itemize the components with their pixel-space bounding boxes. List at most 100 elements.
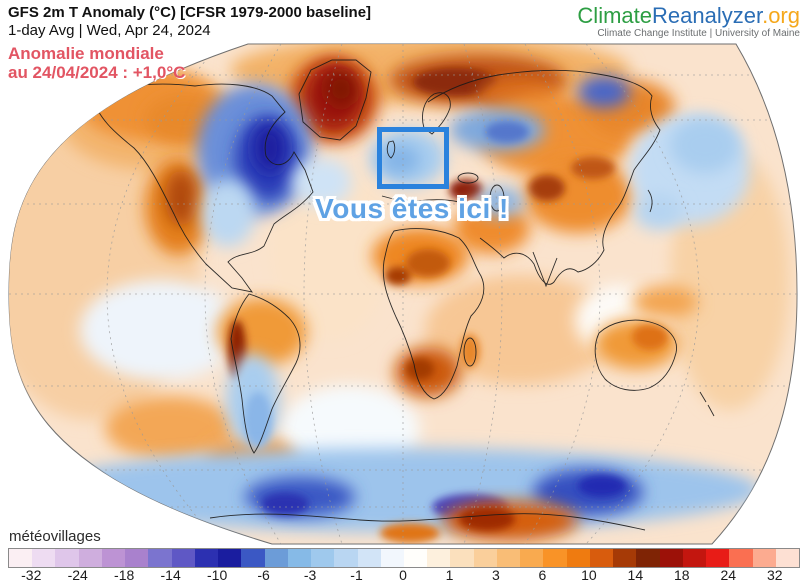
colorbar-tick-label: 3 [492,567,500,582]
anomaly-china-dark [529,175,565,201]
coast-south-america [230,293,301,454]
colorbar-cell [427,549,451,567]
colorbar-cell [334,549,358,567]
coast-black-sea [457,172,479,184]
coast-india [532,251,558,288]
meridian-line [585,44,700,544]
colorbar [8,548,800,568]
anomaly-spacific-orange [105,396,235,460]
anomaly-turkey-dark [449,179,483,201]
anomaly-antarctica-core [459,507,515,531]
global-anomaly-line2: au 24/04/2024 : +1,0°C [8,63,186,82]
anomaly-australia-core [632,324,668,350]
colorbar-cell [148,549,172,567]
colorbar-cell [78,549,102,567]
brand-watermark: météovillages [9,528,101,545]
meridian-line [303,44,343,544]
colorbar-cell [543,549,567,567]
anomaly-mongolia-dark [571,157,615,179]
annotation-label: Vous êtes ici ! [315,193,509,224]
colorbar-cell [450,549,474,567]
anomaly-japan-east-blue [634,194,682,230]
colorbar-cell [752,549,776,567]
colorbar-cell [380,549,404,567]
anomaly-argentina-core [244,392,272,448]
anomaly-field [9,44,790,543]
colorbar-cell [241,549,265,567]
coast-british-isles [386,140,396,159]
colorbar-tick-label: -6 [257,567,270,582]
colorbar-cell [264,549,288,567]
coast-australia [594,319,677,391]
coast-mediterranean [381,195,479,209]
colorbar-tick-label: 24 [720,567,737,582]
anomaly-newguinea [632,286,698,318]
colorbar-tick-label: 0 [399,567,407,582]
anomaly-safrica-core [406,358,434,380]
logo-org: .org [762,3,800,28]
anomaly-nepacific-blue2 [670,117,740,173]
colorbar-cell [403,549,428,567]
anomaly-wsiberia-core [485,121,529,143]
colorbar-tick-label: -14 [160,567,181,582]
coastlines [91,59,715,531]
meridian-line [524,44,601,544]
anomaly-antarctica-orange2 [380,523,440,543]
colorbar-cell [171,549,195,567]
meridian-line [106,44,221,544]
coast-antarctica [209,513,646,531]
anomaly-sahara-dark [406,249,450,277]
colorbar-tick-label: -1 [350,567,363,582]
colorbar-tick-label: -3 [303,567,317,582]
colorbar-tick-label: 1 [445,567,454,582]
coast-eurasia [427,69,661,285]
colorbar-cell [589,549,614,567]
meridian-line [204,44,282,544]
global-anomaly-line1: Anomalie mondiale [8,44,164,63]
anomaly-greenland-core [326,72,356,106]
coast-japan [647,189,653,213]
map-title: GFS 2m T Anomaly (°C) [CFSR 1979-2000 ba… [8,4,372,21]
anomaly-natlantic-blue [292,158,352,206]
colorbar-labels: -32 -24 -18 -14 -10 -6 -3 -1 0 1 3 6 10 14 18 24 32 [8,567,798,582]
anomaly-west-us-core [165,170,197,226]
colorbar-cell [125,549,149,567]
coast-greenland [298,59,372,141]
logo-reanalyzer: Reanalyzer [652,3,763,28]
colorbar-cell [566,549,590,567]
colorbar-cell [9,549,33,567]
colorbar-tick-label: 6 [538,567,547,582]
anomaly-spacific-white [80,280,240,380]
annotation-box [377,127,449,189]
colorbar-cell [775,549,799,567]
colorbar-cell [613,549,637,567]
colorbar-cell [55,549,79,567]
colorbar-tick-label: 14 [627,567,644,582]
colorbar-cell [706,549,730,567]
anomaly-central-us [201,179,255,247]
coast-madagascar [463,337,477,367]
colorbar-cell [682,549,707,567]
colorbar-cell [473,549,497,567]
colorbar-cell [32,549,56,567]
colorbar-cell [194,549,219,567]
anomaly-southern-ocean [40,448,760,532]
colorbar-cell [311,549,335,567]
map-subtitle: 1-day Avg | Wed, Apr 24, 2024 [8,22,211,39]
logo-climate: Climate [577,3,652,28]
colorbar-tick-label: 10 [581,567,597,582]
colorbar-tick-label: 18 [674,567,690,582]
coast-scandinavia [422,92,451,135]
anomaly-caspian-blue [476,187,524,217]
colorbar-tick-label: 32 [766,567,783,582]
coast-new-zealand [699,391,715,417]
colorbar-cell [636,549,660,567]
colorbar-tick-label: -18 [114,567,135,582]
colorbar-tick-label: -32 [21,567,42,582]
site-logo[interactable]: ClimateReanalyzer.org [577,4,800,28]
colorbar-cell [101,549,126,567]
colorbar-tick-label: -10 [206,567,228,582]
colorbar-tick-label: -24 [67,567,88,582]
meridian-line [463,44,503,544]
